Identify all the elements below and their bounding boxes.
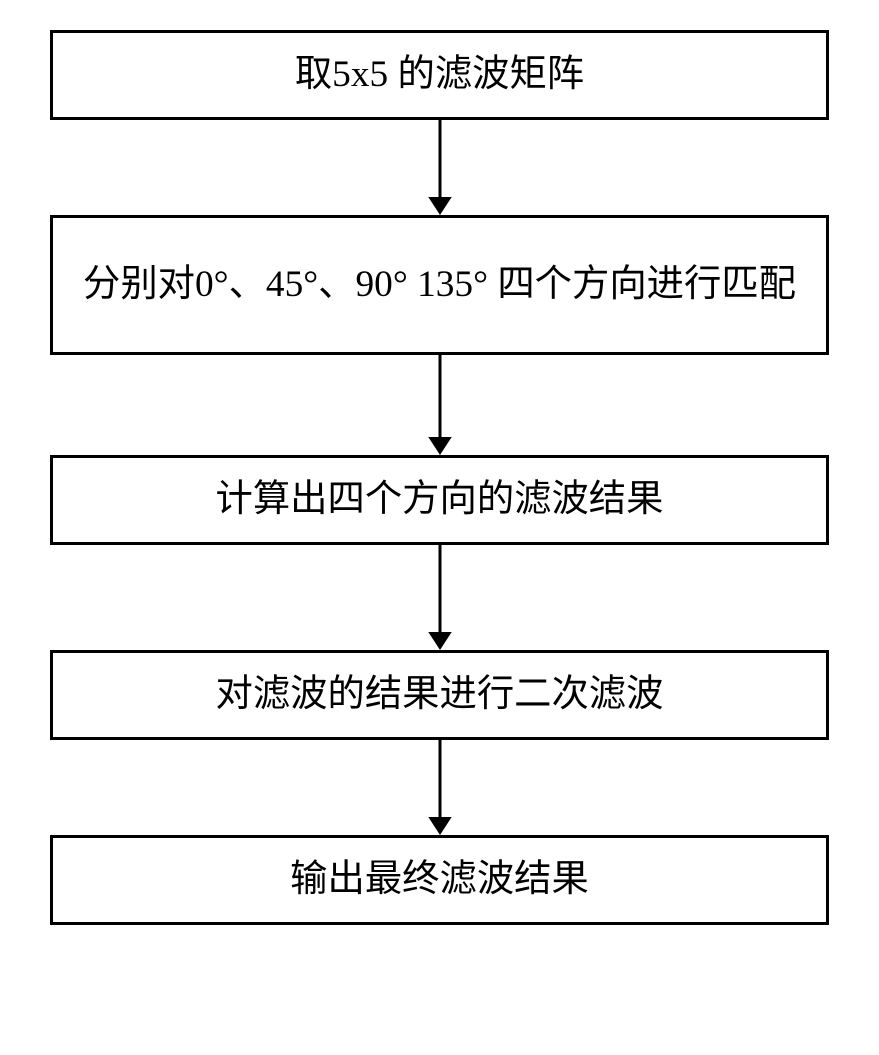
flowchart-node-n1: 取5x5 的滤波矩阵 — [50, 30, 829, 120]
node-label: 输出最终滤波结果 — [290, 856, 589, 905]
flowchart-container: 取5x5 的滤波矩阵分别对0°、45°、90° 135° 四个方向进行匹配计算出… — [50, 30, 829, 925]
node-label: 取5x5 的滤波矩阵 — [295, 51, 584, 100]
flowchart-node-n5: 输出最终滤波结果 — [50, 835, 829, 925]
flowchart-node-n2: 分别对0°、45°、90° 135° 四个方向进行匹配 — [50, 215, 829, 355]
node-label: 分别对0°、45°、90° 135° 四个方向进行匹配 — [83, 261, 796, 310]
node-label: 对滤波的结果进行二次滤波 — [216, 671, 664, 720]
arrow-down-icon — [50, 355, 829, 455]
arrow-down-icon — [50, 545, 829, 650]
node-label: 计算出四个方向的滤波结果 — [216, 476, 664, 525]
arrow-down-icon — [50, 740, 829, 835]
flowchart-node-n3: 计算出四个方向的滤波结果 — [50, 455, 829, 545]
arrow-down-icon — [50, 120, 829, 215]
flowchart-node-n4: 对滤波的结果进行二次滤波 — [50, 650, 829, 740]
